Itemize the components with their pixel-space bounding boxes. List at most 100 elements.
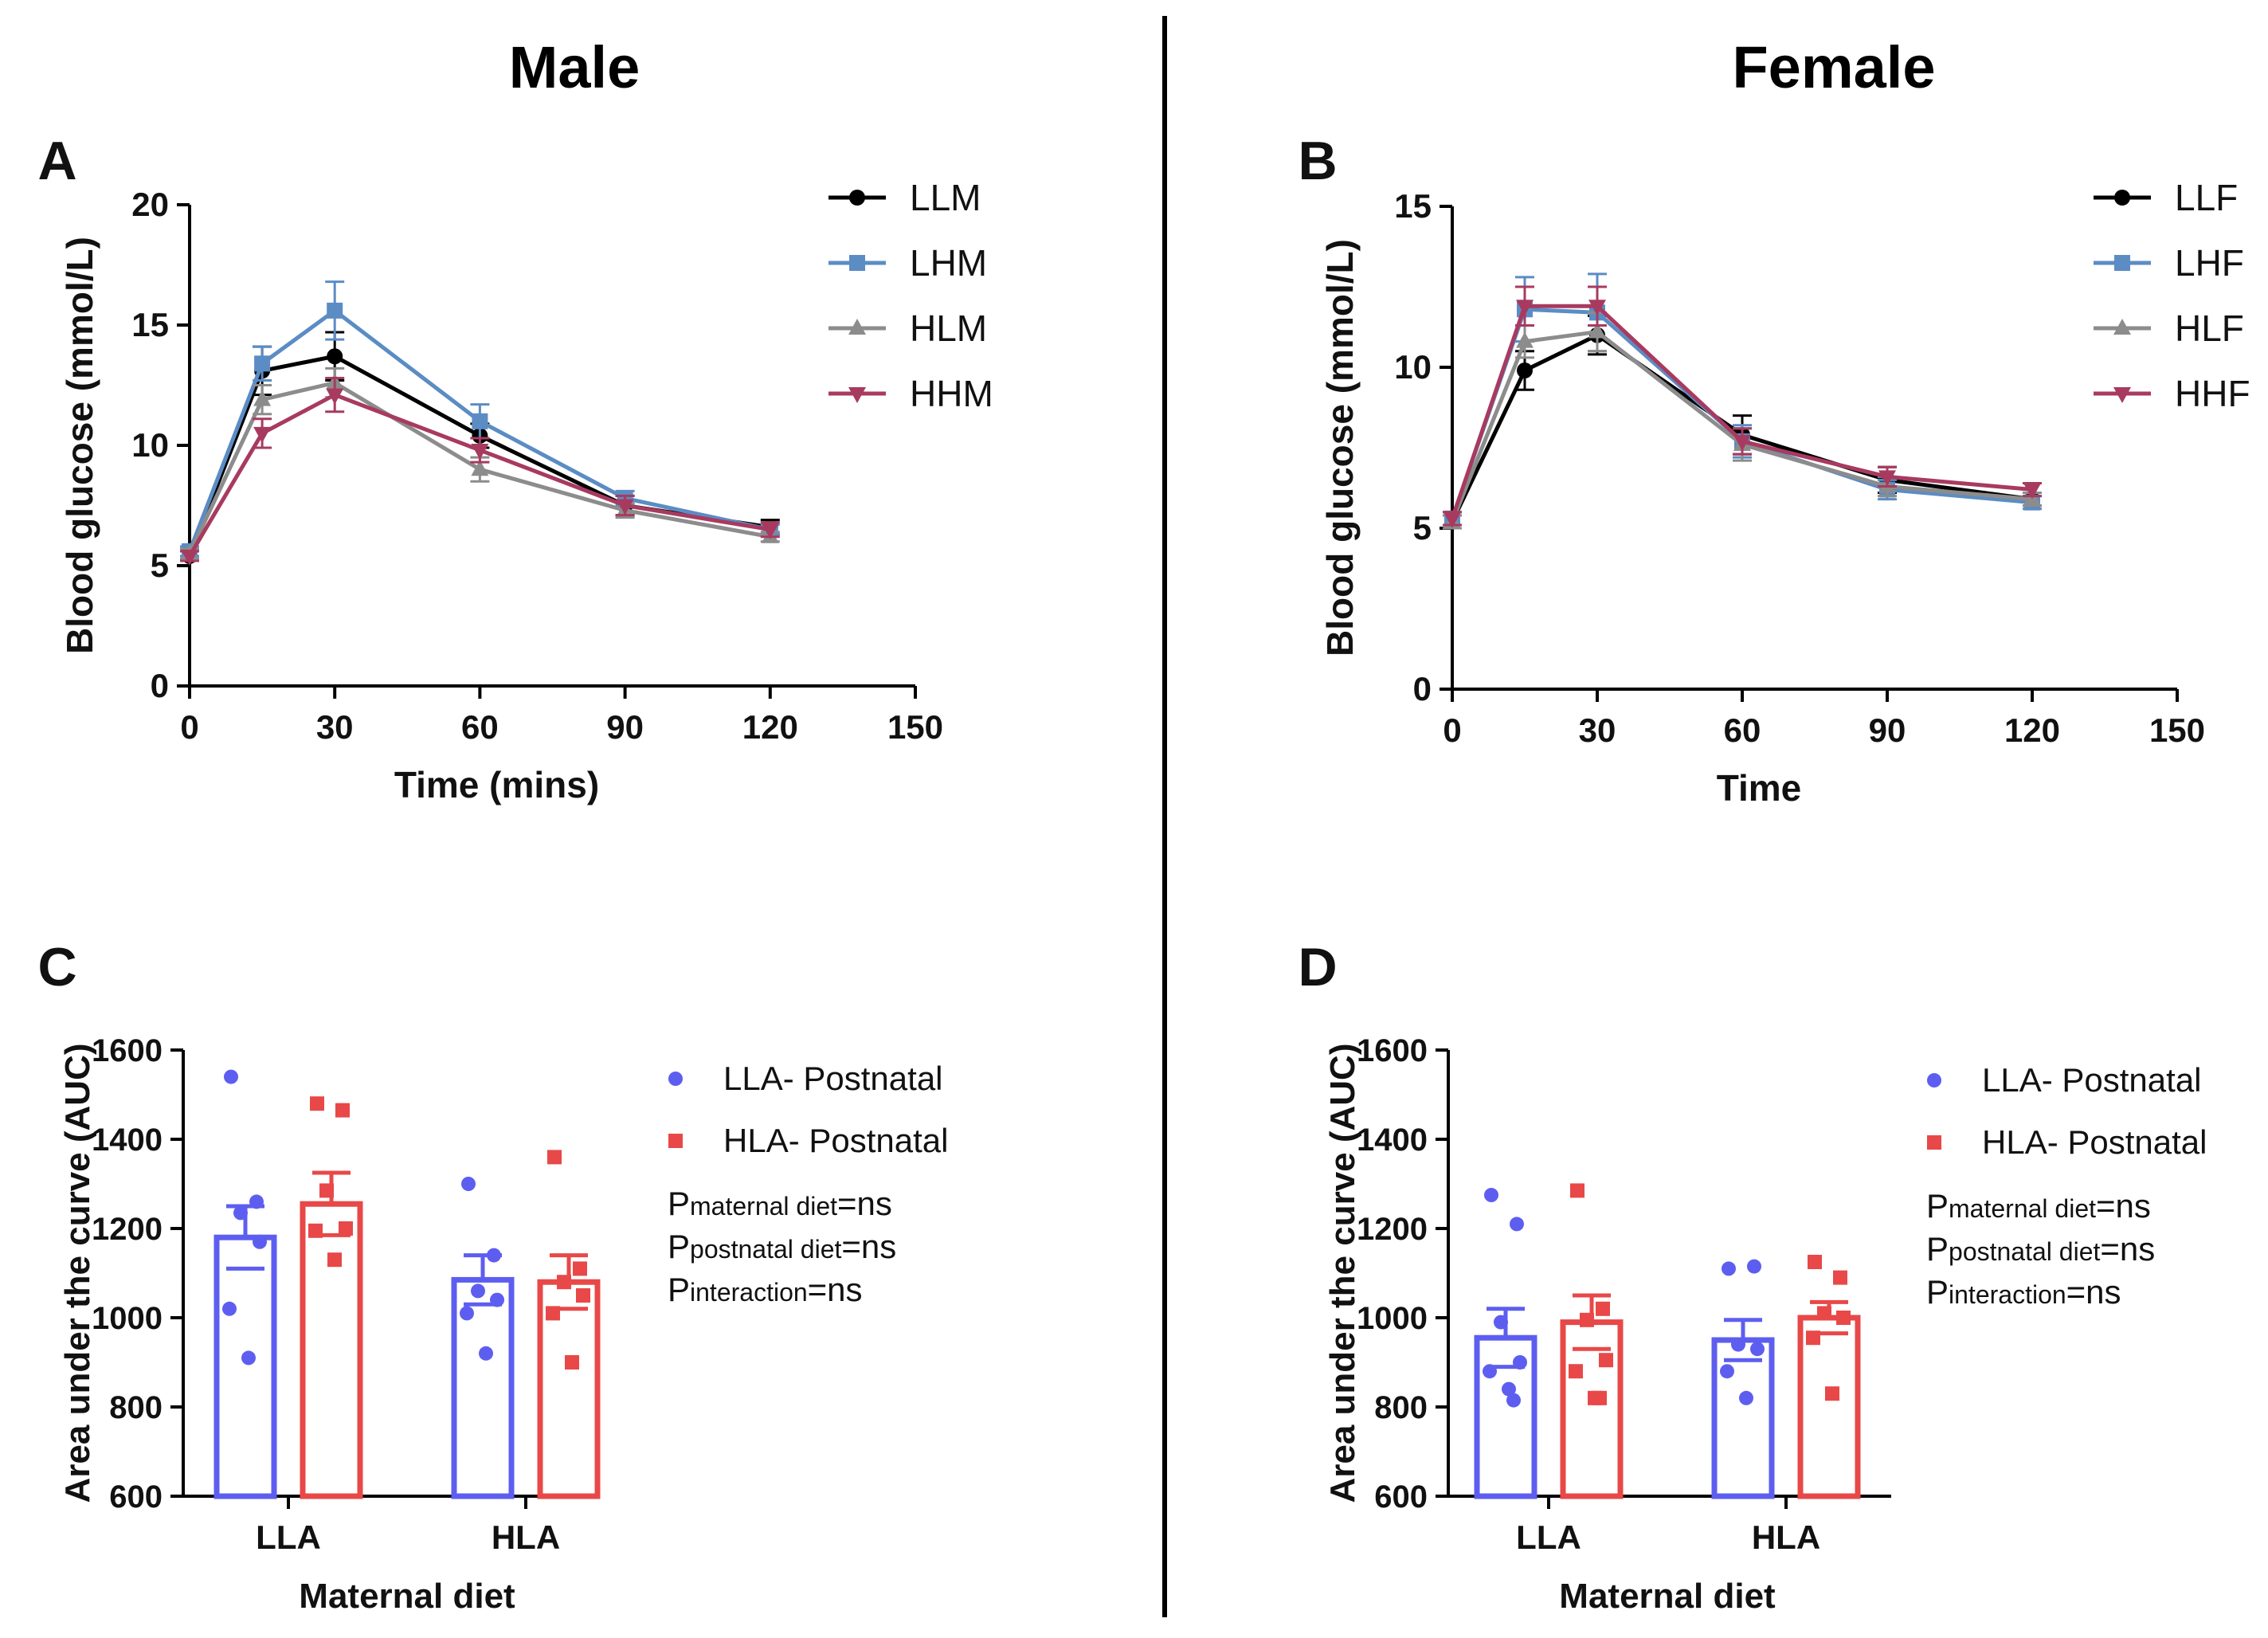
series-line-HLF — [1450, 329, 2033, 523]
data-point-HLA-0 — [487, 1248, 501, 1263]
legend-label-1: HLA- Postnatal — [1982, 1123, 2207, 1161]
legend-label-LHF: LHF — [2175, 242, 2244, 284]
legend-marker-LHM — [849, 255, 865, 271]
data-point-HHF — [1733, 434, 1751, 451]
data-point-HLA-1 — [576, 1288, 590, 1303]
y-tick-label-c: 600 — [109, 1479, 163, 1515]
data-point-HLA-1 — [1806, 1330, 1820, 1346]
data-point-LLA-1 — [1592, 1390, 1607, 1405]
data-point-HHF — [1878, 470, 1896, 487]
data-point-LLA-0 — [1494, 1315, 1508, 1330]
data-point-HHF — [2023, 483, 2041, 500]
y-tick-label-c: 1000 — [92, 1301, 163, 1336]
data-point-HHM — [253, 426, 272, 443]
data-point-LLA-1 — [1596, 1301, 1610, 1316]
stats-line: Ppostnatal diet=ns — [1926, 1230, 2155, 1268]
data-point-HLA-1 — [547, 1150, 562, 1165]
category-label-HLA: HLA — [1752, 1518, 1820, 1556]
bar-HLA-0 — [1711, 1337, 1775, 1499]
series-line-HHF — [1450, 304, 2033, 519]
y-tick-label-d: 600 — [1374, 1479, 1428, 1515]
category-label-HLA: HLA — [492, 1518, 560, 1556]
y-tick-label-d: 1000 — [1357, 1301, 1428, 1336]
legend-marker-1 — [1927, 1135, 1941, 1150]
y-axis-title-c: Area under the curve (AUC) — [58, 1043, 97, 1503]
y-tick-label-b: 15 — [1394, 187, 1432, 225]
data-point-HLA-0 — [490, 1292, 504, 1307]
data-point-HLA-0 — [461, 1177, 476, 1191]
data-point-LLA-0 — [1513, 1355, 1527, 1370]
stats-line: Pmaternal diet=ns — [1926, 1187, 2151, 1225]
data-point-HHM — [181, 549, 198, 566]
data-point-HLA-0 — [1739, 1390, 1753, 1405]
data-point-LLA-1 — [310, 1096, 324, 1111]
panel-label-d: D — [1298, 937, 1337, 997]
x-axis-title-d: Maternal diet — [1559, 1577, 1776, 1616]
data-point-LLA-1 — [335, 1103, 350, 1118]
y-tick-label-a: 10 — [131, 426, 169, 464]
data-point-HLA-0 — [1720, 1364, 1734, 1379]
data-point-LHM — [254, 355, 271, 372]
data-point-HHF — [1516, 300, 1534, 316]
bar-LLA-0 — [213, 1234, 277, 1499]
y-tick-label-c: 800 — [109, 1390, 163, 1425]
y-tick-label-c: 1200 — [92, 1212, 163, 1247]
legend-marker-LHF — [2114, 255, 2130, 271]
data-point-HLA-1 — [546, 1306, 560, 1321]
legend-label-0: LLA- Postnatal — [723, 1060, 943, 1097]
data-point-HHF — [1443, 511, 1461, 528]
y-axis-title-a: Blood glucose (mmol/L) — [59, 237, 100, 654]
data-point-HLA-1 — [1825, 1386, 1839, 1401]
y-tick-label-d: 1200 — [1357, 1212, 1428, 1247]
y-tick-label-c: 1600 — [92, 1033, 163, 1068]
x-tick-label-a: 0 — [180, 708, 198, 746]
data-point-LLA-0 — [233, 1205, 248, 1221]
x-tick-label-b: 30 — [1579, 711, 1616, 749]
stats-line: Ppostnatal diet=ns — [668, 1228, 896, 1265]
x-tick-label-a: 30 — [316, 708, 354, 746]
header-male: Male — [509, 34, 640, 100]
x-tick-label-b: 120 — [2004, 711, 2060, 749]
data-point-HLA-1 — [573, 1261, 587, 1276]
x-tick-label-b: 150 — [2149, 711, 2205, 749]
y-tick-label-a: 5 — [151, 547, 169, 584]
data-point-LLA-1 — [308, 1223, 323, 1238]
data-point-LLA-1 — [319, 1183, 334, 1198]
data-point-HLA-0 — [1747, 1259, 1761, 1274]
bar-LLA-1 — [300, 1201, 363, 1499]
legend-marker-HHM — [848, 387, 866, 403]
data-point-LLA-0 — [1502, 1381, 1516, 1397]
legend-label-HLF: HLF — [2175, 308, 2244, 349]
data-point-LLA-0 — [1483, 1364, 1497, 1379]
y-axis-title-d: Area under the curve (AUC) — [1323, 1043, 1362, 1503]
data-point-HHM — [616, 499, 634, 515]
header-female: Female — [1732, 34, 1935, 100]
legend-label-HHM: HHM — [910, 373, 993, 414]
data-point-HLA-0 — [1722, 1261, 1736, 1276]
data-point-HLM — [253, 390, 272, 406]
data-point-LLA-1 — [1569, 1364, 1583, 1379]
x-tick-label-b: 90 — [1869, 711, 1906, 749]
data-point-LLA-1 — [339, 1221, 353, 1236]
legend-marker-LLF — [2114, 190, 2130, 206]
data-point-LLA-0 — [1484, 1188, 1498, 1202]
x-tick-label-a: 150 — [887, 708, 943, 746]
legend-marker-HLF — [2113, 319, 2131, 335]
legend-marker-LLM — [849, 190, 865, 206]
data-point-HLA-1 — [565, 1355, 579, 1370]
data-point-HLA-0 — [460, 1306, 474, 1321]
data-point-HHM — [761, 523, 779, 539]
data-point-LLA-1 — [1570, 1183, 1584, 1198]
data-point-HLF — [1516, 331, 1534, 348]
stats-line: Pinteraction=ns — [1926, 1273, 2121, 1311]
y-tick-label-d: 1400 — [1357, 1123, 1428, 1158]
x-axis-title-c: Maternal diet — [299, 1577, 515, 1616]
y-tick-label-a: 20 — [131, 186, 169, 223]
data-point-HHM — [471, 444, 489, 460]
data-point-HHM — [326, 388, 344, 405]
data-point-LLA-0 — [224, 1069, 238, 1084]
panel-label-a: A — [37, 131, 76, 191]
data-point-HLA-0 — [471, 1283, 485, 1299]
y-tick-label-a: 0 — [151, 667, 169, 704]
